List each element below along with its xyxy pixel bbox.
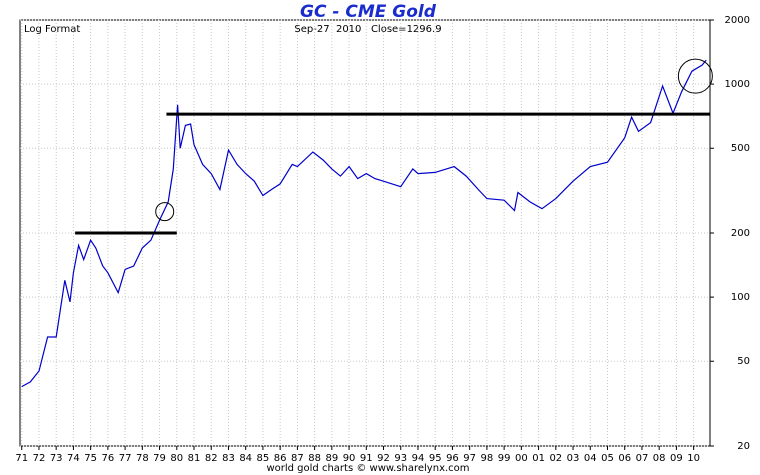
header-text: Sep-27 2010 Close=1296.9 (294, 24, 441, 35)
x-tick-label: 85 (257, 453, 270, 464)
x-tick-label: 84 (239, 453, 252, 464)
footer: world gold charts © www.sharelynx.com (266, 463, 469, 474)
x-tick-label: 07 (636, 453, 649, 464)
x-tick-label: 87 (291, 453, 304, 464)
y-tick-label: 50 (737, 356, 750, 367)
chart-title: GC - CME Gold (300, 2, 437, 22)
price-line (21, 59, 707, 388)
x-tick-label: 93 (394, 453, 407, 464)
x-tick-label: 76 (101, 453, 114, 464)
x-tick-label: 95 (429, 453, 442, 464)
x-tick-label: 97 (463, 453, 476, 464)
x-tick-label: 08 (653, 453, 666, 464)
x-tick-label: 73 (50, 453, 63, 464)
x-tick-label: 71 (15, 453, 28, 464)
x-tick-label: 98 (481, 453, 494, 464)
x-tick-label: 92 (377, 453, 390, 464)
y-tick-label: 500 (731, 143, 750, 154)
x-tick-label: 00 (515, 453, 528, 464)
x-tick-label: 80 (170, 453, 183, 464)
x-tick-label: 79 (153, 453, 166, 464)
x-tick-label: 05 (601, 453, 614, 464)
y-tick-label: 2000 (725, 15, 750, 26)
x-tick-label: 10 (687, 453, 700, 464)
x-tick-label: 75 (84, 453, 97, 464)
x-tick-label: 77 (119, 453, 132, 464)
x-tick-label: 83 (222, 453, 235, 464)
y-tick-label: 100 (731, 292, 750, 303)
y-tick-label: 200 (731, 228, 750, 239)
x-tick-label: 82 (205, 453, 218, 464)
x-tick-label: 89 (325, 453, 338, 464)
x-tick-label: 86 (274, 453, 287, 464)
x-tick-label: 03 (567, 453, 580, 464)
x-tick-label: 99 (498, 453, 511, 464)
x-tick-label: 72 (33, 453, 46, 464)
x-tick-label: 88 (308, 453, 321, 464)
x-tick-label: 90 (343, 453, 356, 464)
highlight-circle (677, 58, 713, 94)
subtitle: Log Format (24, 24, 80, 35)
y-tick-label: 1000 (725, 79, 750, 90)
x-tick-label: 91 (360, 453, 373, 464)
x-tick-label: 06 (618, 453, 631, 464)
x-tick-label: 78 (136, 453, 149, 464)
y-tick-label: 20 (737, 441, 750, 452)
x-tick-label: 02 (549, 453, 562, 464)
x-tick-label: 74 (67, 453, 80, 464)
x-tick-label: 01 (532, 453, 545, 464)
x-tick-label: 09 (670, 453, 683, 464)
x-tick-label: 94 (412, 453, 425, 464)
x-tick-label: 96 (446, 453, 459, 464)
highlight-circle (155, 202, 175, 222)
x-tick-label: 04 (584, 453, 597, 464)
x-tick-label: 81 (188, 453, 201, 464)
